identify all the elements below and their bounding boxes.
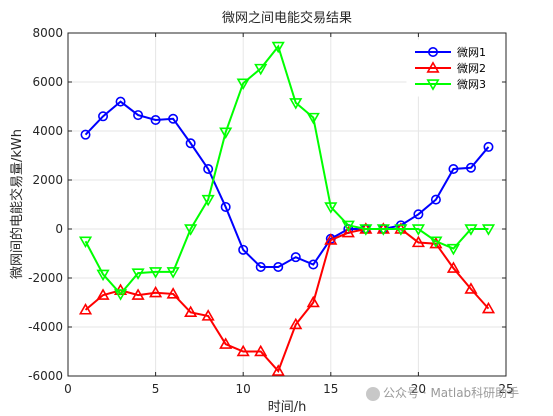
series-2-point	[464, 282, 478, 294]
series-2-point	[236, 344, 250, 357]
series-2-point	[201, 309, 215, 321]
series-2	[78, 222, 496, 376]
series-2-point	[254, 344, 268, 357]
series-1-point	[448, 163, 459, 174]
series-3-point	[359, 224, 373, 236]
series-1-point	[290, 252, 301, 263]
legend-label-2: 微网2	[457, 61, 486, 75]
x-tick-label: 10	[236, 382, 251, 396]
series-1-point	[483, 141, 494, 152]
x-tick-label: 0	[64, 382, 72, 396]
series-3-point	[306, 112, 320, 125]
chart-title: 微网之间电能交易结果	[222, 10, 352, 26]
series-1-point	[185, 138, 196, 149]
series-2-point	[306, 295, 320, 308]
series-2-point	[324, 233, 338, 245]
series-3-point	[289, 98, 303, 110]
series-1-point	[80, 129, 91, 140]
legend-label-3: 微网3	[457, 77, 486, 91]
x-tick-label: 20	[411, 382, 426, 396]
series-3-point	[324, 202, 338, 214]
series-3-point	[219, 127, 233, 140]
series-3-point	[341, 220, 355, 233]
series-3-point	[464, 224, 478, 236]
series-2-point	[96, 288, 110, 300]
series-2-point	[411, 235, 425, 248]
series-3-point	[411, 224, 425, 236]
legend-marker-2	[426, 61, 440, 73]
watermark: 公众号 · Matlab科研助手	[366, 384, 519, 401]
series-2-point	[78, 303, 93, 315]
wechat-icon	[366, 386, 380, 401]
legend: 微网1 微网2 微网3	[406, 39, 502, 97]
series-1-point	[150, 114, 161, 125]
y-tick-label: 2000	[32, 173, 63, 187]
series-1-point	[273, 261, 284, 272]
series-2-point	[289, 317, 303, 330]
series-1-point	[220, 201, 231, 212]
series-1-point	[203, 163, 214, 174]
series-3-point	[78, 236, 93, 249]
series-3-point	[236, 78, 250, 91]
series-1-point	[430, 194, 441, 205]
series-1-point	[115, 96, 126, 107]
series-3-point	[446, 243, 461, 256]
plot-area-frame	[67, 32, 507, 377]
series-3-point	[271, 41, 285, 54]
legend-marker-1	[427, 46, 438, 57]
x-tick-label: 5	[152, 382, 160, 396]
series-2-point	[271, 364, 285, 376]
series-1-point	[465, 162, 476, 173]
series-3-point	[254, 63, 268, 76]
series-3-point	[113, 289, 128, 301]
series-3-point	[96, 269, 110, 282]
series-3-point	[481, 224, 496, 236]
series-3-point	[149, 267, 163, 279]
legend-label-1: 微网1	[457, 45, 486, 59]
x-tick-label: 15	[323, 382, 338, 396]
series-3-point	[394, 224, 408, 236]
series-3-point	[376, 224, 390, 236]
series-3-point	[429, 236, 443, 249]
series-3-point	[201, 194, 215, 207]
y-axis-label: 微网间的电能交易量/kWh	[9, 129, 25, 279]
series-1-point	[413, 209, 424, 220]
y-tick-label: 8000	[32, 26, 63, 40]
x-axis-label: 时间/h	[268, 400, 307, 415]
series-3	[78, 41, 496, 301]
series-1-point	[255, 261, 266, 272]
series-2-point	[131, 288, 145, 300]
y-tick-label: 0	[55, 222, 63, 236]
watermark-text: 公众号 · Matlab科研助手	[383, 386, 520, 400]
series-3-point	[184, 224, 198, 236]
y-tick-label: 4000	[32, 124, 63, 138]
series-2-point	[166, 287, 180, 299]
series-2-point	[481, 301, 496, 314]
series-3-point	[166, 267, 180, 279]
series-2-point	[219, 337, 233, 349]
series-2-point	[184, 305, 198, 318]
series-3-point	[131, 268, 145, 280]
series-1-point	[133, 110, 144, 121]
legend-marker-3	[426, 79, 440, 91]
series-1-point	[98, 111, 109, 122]
x-tick-label: 25	[498, 382, 513, 396]
series-2-point	[341, 225, 355, 238]
series-1-point	[168, 113, 179, 124]
series-1-point	[238, 244, 249, 255]
y-tick-label: -6000	[28, 369, 63, 383]
axis-ticks: 0 5 10 15 20 25 -6000 -4000 -2000 0 2000 4000 6000 80…	[28, 26, 514, 396]
y-tick-label: -2000	[28, 271, 63, 285]
y-tick-label: -4000	[28, 320, 63, 334]
y-tick-label: 6000	[32, 75, 63, 89]
series-2-point	[149, 285, 163, 298]
series-layer	[78, 41, 496, 376]
series-1-point	[308, 259, 319, 270]
series-2-point	[446, 261, 461, 273]
